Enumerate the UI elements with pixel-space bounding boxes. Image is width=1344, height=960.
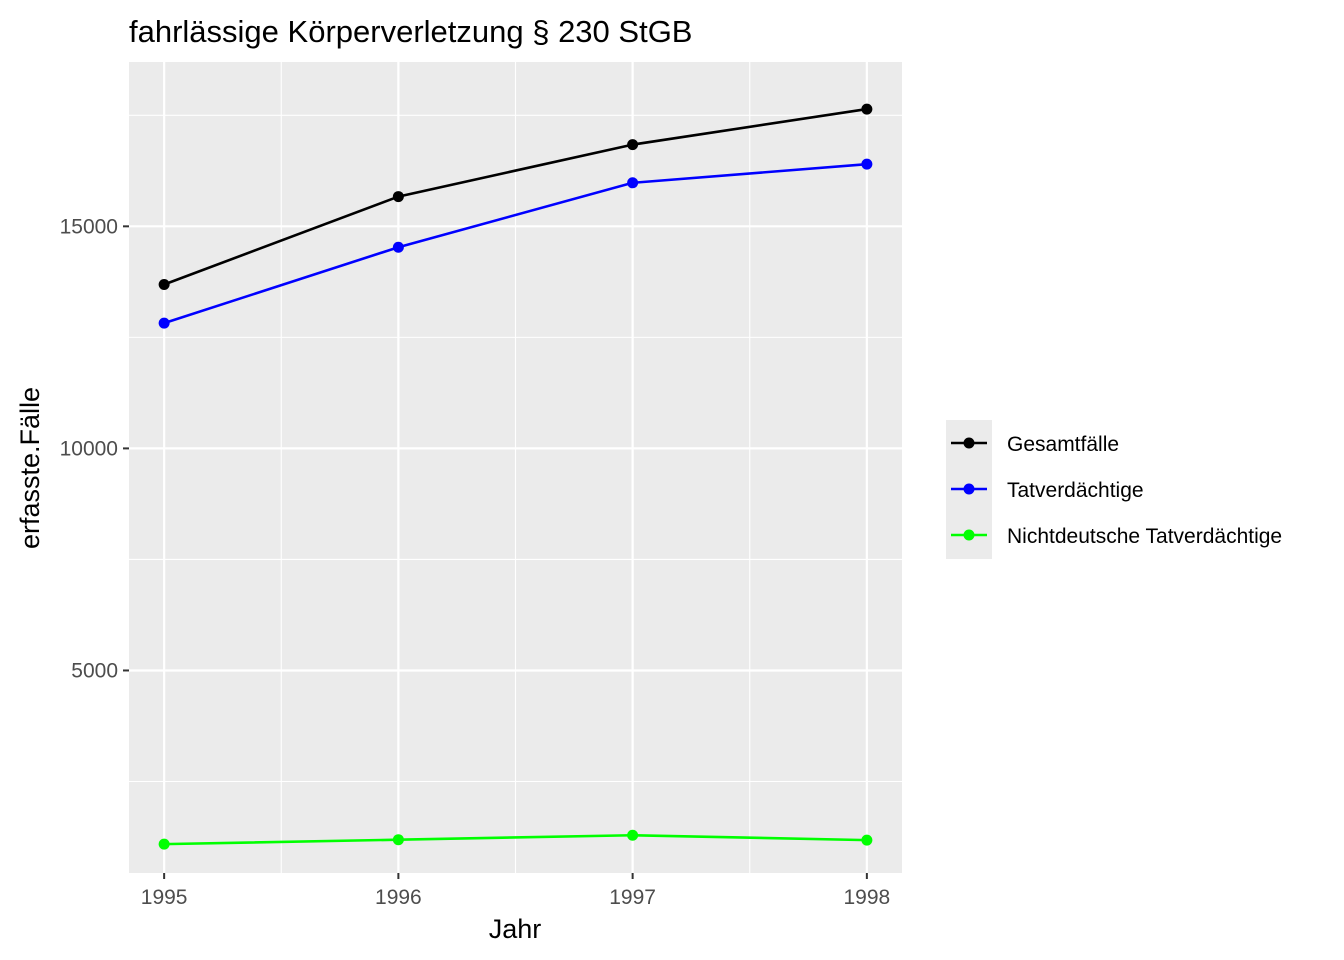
legend-key-point (963, 437, 975, 449)
legend-key-point (963, 529, 975, 541)
y-tick-label: 5000 (71, 659, 118, 682)
y-axis: 5000 10000 15000 (60, 215, 129, 682)
minor-gridlines (129, 62, 902, 873)
x-tick-label: 1997 (609, 886, 656, 909)
x-axis-title: Jahr (489, 914, 542, 944)
x-tick-label: 1995 (141, 886, 188, 909)
x-axis: 1995 1996 1997 1998 (141, 873, 890, 909)
data-point (627, 139, 639, 151)
data-point (392, 191, 404, 203)
series-layer (158, 103, 873, 850)
legend-label: Nichtdeutsche Tatverdächtige (1007, 525, 1282, 548)
legend-label: Gesamtfälle (1007, 433, 1119, 456)
data-point (392, 241, 404, 253)
data-point (861, 834, 873, 846)
data-point (861, 103, 873, 115)
data-point (158, 317, 170, 329)
data-point (861, 158, 873, 170)
series-line-1 (163, 162, 867, 325)
data-point (392, 834, 404, 846)
data-point (158, 279, 170, 291)
y-axis-title: erfasste.Fälle (15, 387, 45, 549)
x-tick-label: 1996 (375, 886, 422, 909)
series-line-2 (164, 833, 867, 846)
series-line-0 (163, 107, 868, 286)
chart-title: fahrlässige Körperverletzung § 230 StGB (129, 14, 692, 49)
x-tick-label: 1998 (844, 886, 891, 909)
data-point (627, 177, 639, 189)
legend-key-point (963, 483, 975, 495)
legend-label: Tatverdächtige (1007, 479, 1144, 502)
major-gridlines (129, 62, 902, 873)
data-point (158, 838, 170, 850)
y-tick-label: 15000 (60, 215, 118, 238)
legend: Gesamtfälle Tatverdächtige Nichtdeutsche T… (946, 420, 1282, 559)
data-point (627, 829, 639, 841)
y-tick-label: 10000 (60, 437, 118, 460)
